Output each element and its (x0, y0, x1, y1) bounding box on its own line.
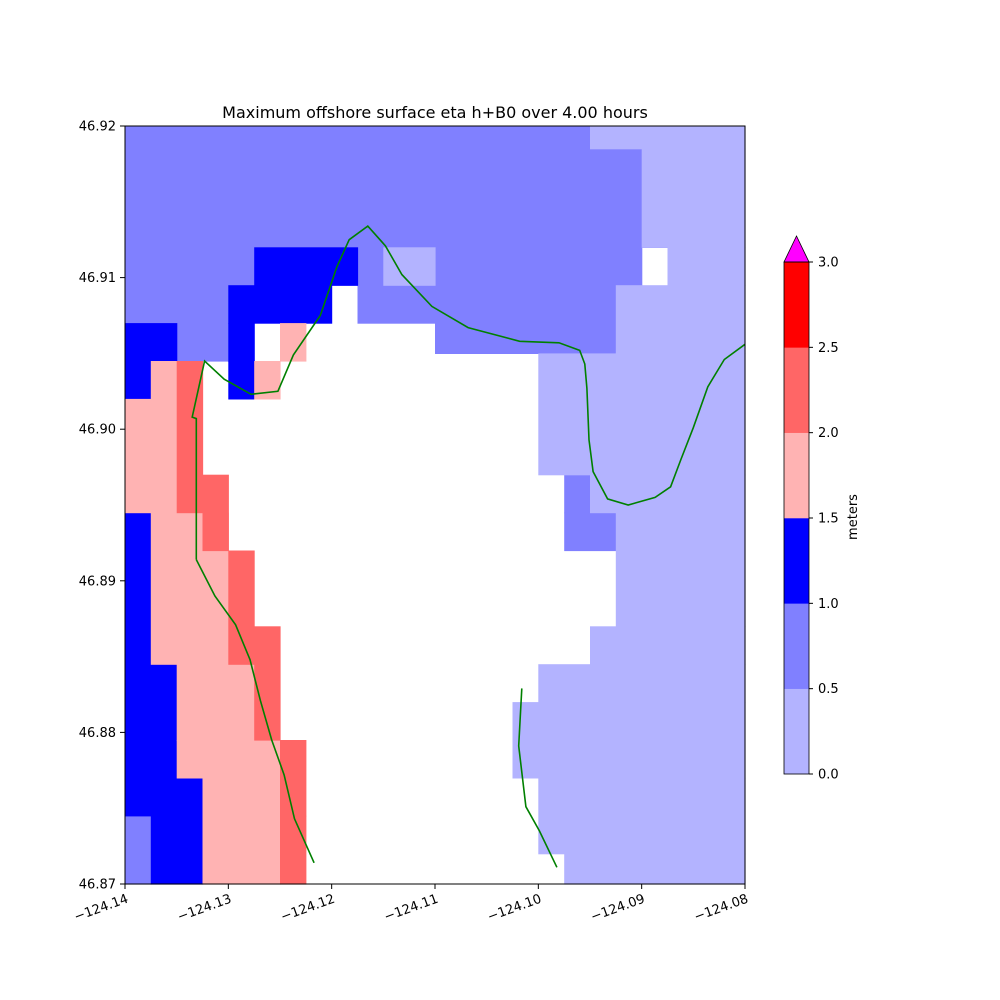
eta-cell-level-2 (228, 323, 255, 362)
eta-cell-level-0 (538, 777, 746, 855)
eta-cell-level-4 (228, 550, 255, 665)
eta-cell-level-1 (564, 512, 617, 552)
y-tick-label: 46.91 (79, 271, 116, 286)
eta-cell-level-0 (590, 626, 746, 665)
x-tick-label: −124.09 (589, 892, 647, 925)
eta-cell-level-2 (228, 285, 333, 324)
y-tick-label: 46.88 (79, 726, 116, 741)
eta-cell-level-1 (435, 285, 617, 324)
coastline (191, 225, 746, 560)
y-tick-label: 46.92 (79, 120, 116, 135)
eta-cell-level-3 (202, 815, 281, 885)
colorbar-segment (784, 432, 809, 519)
colorbar-segment (784, 347, 809, 433)
eta-cell-level-1 (125, 247, 255, 286)
eta-cell-level-1 (125, 126, 591, 150)
eta-cell-level-1 (125, 148, 643, 172)
colorbar-segment (784, 688, 809, 775)
eta-cell-level-0 (564, 853, 746, 885)
eta-cell-level-4 (254, 626, 281, 741)
eta-cell-level-3 (202, 777, 281, 817)
colorbar-segment (784, 603, 809, 689)
y-tick-label: 46.89 (79, 574, 116, 589)
y-tick-label: 46.90 (79, 423, 116, 438)
colorbar-extend-max (783, 235, 810, 263)
coastline (517, 688, 558, 868)
eta-cell-level-1 (125, 815, 152, 855)
x-tick-label: −124.10 (486, 892, 544, 925)
colorbar: 0.0 0.5 1.0 1.5 2.0 2.5 3.0 (783, 235, 839, 783)
colorbar-tick-label: 0.0 (818, 768, 839, 783)
colorbar-segment (784, 518, 809, 604)
eta-cell-level-0 (383, 247, 436, 286)
x-axis: −124.14 −124.13 −124.12 −124.11 −124.10 −124.… (72, 884, 750, 925)
eta-cell-level-2 (125, 512, 152, 665)
colorbar-tick-label: 2.5 (818, 341, 839, 356)
eta-cell-level-0 (538, 353, 746, 476)
eta-cell-level-0 (512, 702, 746, 779)
eta-cell-level-3 (125, 398, 178, 514)
x-tick-label: −124.11 (382, 892, 440, 925)
y-axis: 46.87 46.88 46.89 46.90 46.91 46.92 (79, 120, 125, 893)
eta-cell-level-0 (590, 126, 746, 150)
colorbar-tick-label: 0.5 (818, 682, 839, 697)
eta-cell-level-4 (280, 740, 307, 817)
eta-cell-level-0 (615, 512, 746, 627)
eta-cell-level-1 (564, 474, 591, 514)
eta-cell-level-0 (538, 664, 746, 703)
eta-cells (125, 126, 746, 885)
eta-cell-level-3 (176, 664, 255, 741)
x-tick-label: −124.14 (72, 892, 130, 925)
eta-cell-level-2 (125, 323, 178, 362)
eta-cell-level-0 (590, 474, 746, 514)
eta-cell-level-0 (667, 247, 746, 286)
y-tick-label: 46.87 (79, 878, 116, 893)
eta-cell-level-3 (176, 740, 281, 779)
chart-title: Maximum offshore surface eta h+B0 over 4… (222, 103, 648, 122)
eta-cell-level-4 (280, 815, 307, 885)
eta-cell-level-0 (615, 285, 746, 354)
x-tick-label: −124.12 (279, 892, 337, 925)
colorbar-tick-label: 1.5 (818, 512, 839, 527)
eta-cell-level-2 (125, 361, 152, 400)
colorbar-tick-label: 3.0 (818, 256, 839, 271)
eta-cell-level-1 (125, 171, 643, 210)
eta-cell-level-2 (125, 777, 204, 817)
map-plot-area (124, 125, 746, 885)
x-tick-label: −124.13 (176, 892, 234, 925)
eta-cell-level-1 (435, 323, 617, 354)
coastline (195, 559, 315, 864)
colorbar-tick-label: 2.0 (818, 426, 839, 441)
colorbar-tick-label: 1.0 (818, 597, 839, 612)
eta-cell-level-0 (641, 148, 746, 248)
eta-cell-level-1 (125, 209, 669, 248)
colorbar-label: meters (846, 494, 861, 540)
eta-cell-level-1 (125, 285, 229, 324)
eta-cell-level-1 (331, 247, 643, 286)
eta-cell-level-4 (202, 474, 229, 552)
eta-cell-level-2 (125, 664, 178, 779)
coastline-lines (191, 225, 746, 868)
x-tick-label: −124.08 (692, 892, 750, 925)
eta-cell-level-2 (254, 247, 359, 286)
eta-cell-level-2 (150, 815, 204, 885)
colorbar-segment (784, 262, 809, 348)
eta-cell-level-1 (125, 853, 152, 885)
